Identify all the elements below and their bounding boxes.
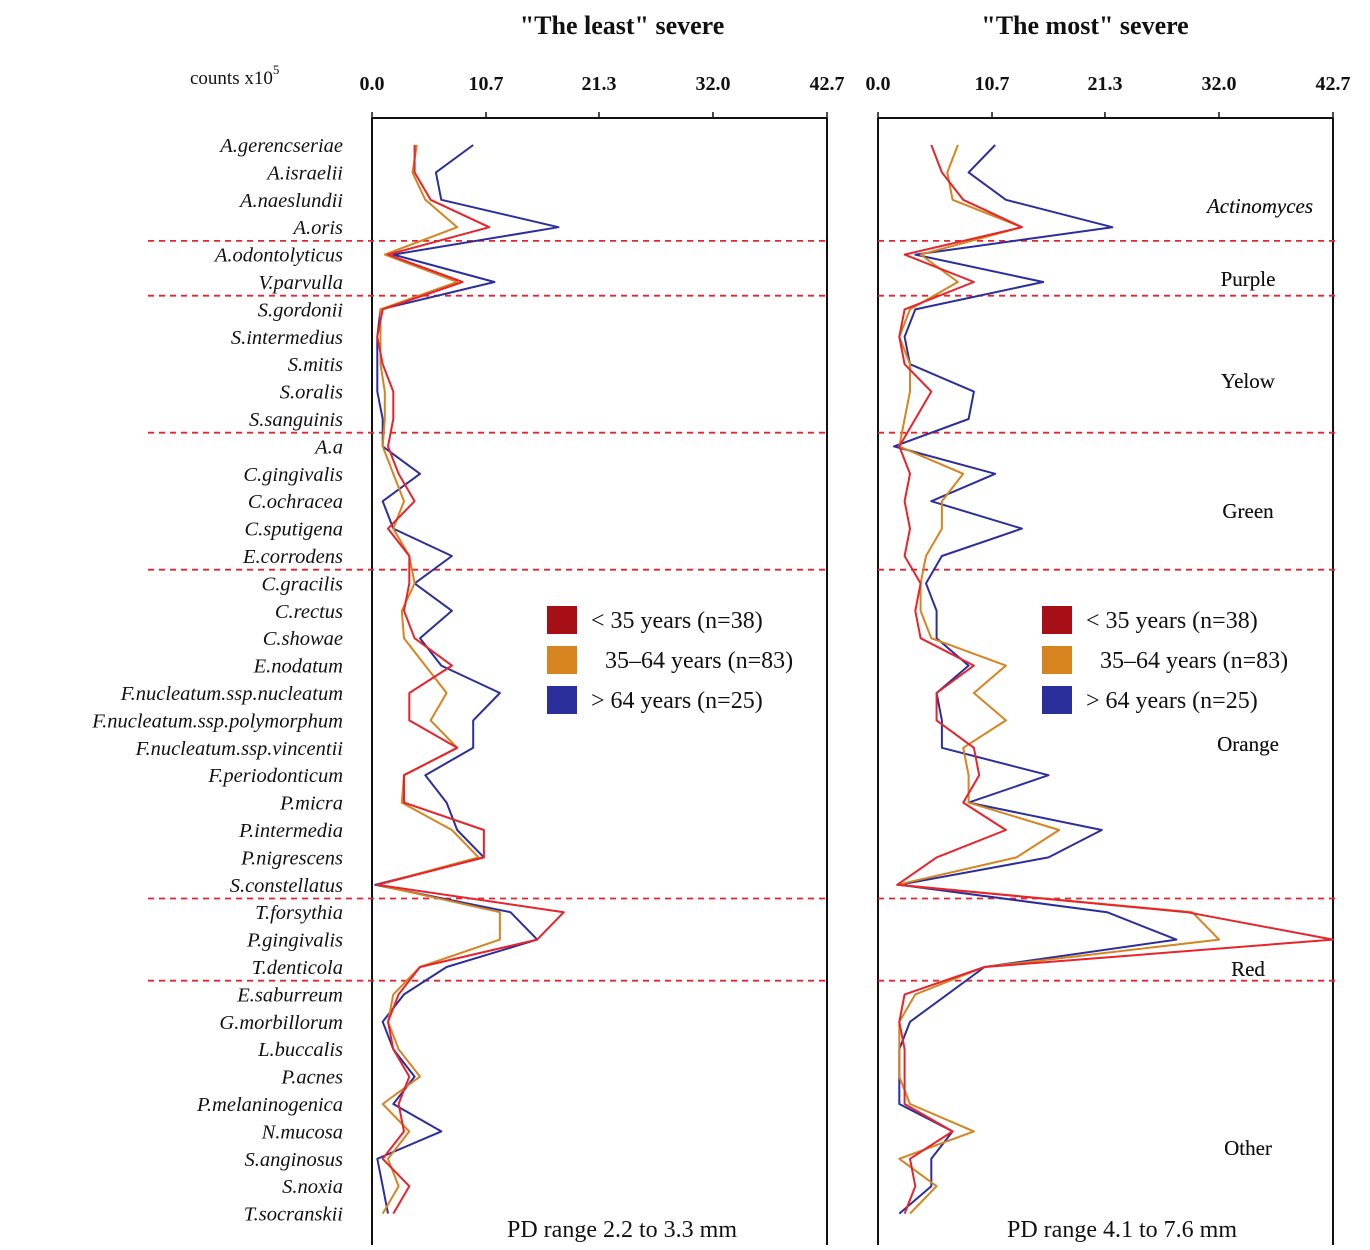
species-label: A.gerencseriae bbox=[218, 135, 343, 157]
x-tick-label: 10.7 bbox=[975, 73, 1010, 95]
species-label: C.gracilis bbox=[262, 573, 343, 595]
species-label: S.mitis bbox=[288, 354, 343, 376]
x-tick-label: 0.0 bbox=[866, 73, 891, 95]
species-label: A.odontolyticus bbox=[213, 245, 343, 267]
species-label: A.naeslundii bbox=[238, 190, 343, 212]
species-label: A.oris bbox=[291, 217, 343, 239]
species-label: A.israelii bbox=[265, 162, 343, 184]
group-label: Orange bbox=[1217, 732, 1279, 756]
series-line-2 bbox=[893, 144, 1178, 1215]
species-label: P.acnes bbox=[280, 1067, 343, 1089]
species-label: T.denticola bbox=[252, 957, 343, 979]
species-label: A.a bbox=[313, 436, 343, 458]
x-tick-label: 21.3 bbox=[581, 73, 616, 95]
species-label: S.anginosus bbox=[244, 1149, 343, 1171]
group-label: Green bbox=[1222, 499, 1274, 523]
species-label: E.nodatum bbox=[253, 656, 343, 678]
pd-range-note: PD range 4.1 to 7.6 mm bbox=[1007, 1217, 1237, 1243]
species-label: E.corrodens bbox=[242, 546, 343, 568]
panel-most-severe: "The most" severe 0.0 10.7 21.3 32.0 42.7 Acti… bbox=[866, 11, 1351, 1245]
species-labels: A.gerencseriae A.israelii A.naeslundii A.or… bbox=[91, 135, 343, 1226]
species-label: C.ochracea bbox=[248, 491, 343, 513]
legend-label: 35–64 years (n=83) bbox=[605, 648, 793, 674]
species-label: F.nucleatum.ssp.nucleatum bbox=[120, 683, 343, 705]
species-label: P.nigrescens bbox=[240, 847, 343, 869]
group-label: Purple bbox=[1221, 267, 1276, 291]
x-tick-label: 42.7 bbox=[1316, 73, 1351, 95]
panels: "The least" severe 0.0 10.7 21.3 32.0 42.7 Act… bbox=[148, 11, 1351, 1245]
species-label: N.mucosa bbox=[261, 1121, 343, 1143]
species-label: C.rectus bbox=[275, 601, 343, 623]
species-label: S.constellatus bbox=[230, 875, 343, 897]
x-tick-label: 10.7 bbox=[469, 73, 504, 95]
legend-label: > 64 years (n=25) bbox=[591, 688, 763, 714]
group-label: Purple bbox=[1221, 267, 1276, 291]
series-line-0 bbox=[896, 144, 1334, 1214]
species-label: C.showae bbox=[263, 628, 343, 650]
legend-swatch bbox=[547, 606, 577, 634]
panel-title: "The least" severe bbox=[520, 11, 725, 40]
legend: < 35 years (n=38) 35–64 years (n=83) > 64 … bbox=[547, 606, 793, 714]
legend: < 35 years (n=38) 35–64 years (n=83) > 64 … bbox=[1042, 606, 1288, 714]
species-label: P.micra bbox=[279, 793, 343, 815]
species-label: S.sanguinis bbox=[249, 409, 343, 431]
species-label: G.morbillorum bbox=[219, 1012, 343, 1034]
x-tick-label: 32.0 bbox=[1201, 73, 1236, 95]
group-label: Red bbox=[1231, 957, 1265, 981]
series-line-0 bbox=[376, 145, 565, 1215]
species-label: P.melaninogenica bbox=[196, 1094, 343, 1116]
x-tick-label: 32.0 bbox=[695, 73, 730, 95]
x-tick-label: 21.3 bbox=[1087, 73, 1122, 95]
legend-label: 35–64 years (n=83) bbox=[1100, 648, 1288, 674]
group-label: Other bbox=[1224, 1136, 1272, 1160]
pd-range-note: PD range 2.2 to 3.3 mm bbox=[507, 1217, 737, 1243]
axis-unit-text: counts x105 bbox=[190, 62, 279, 89]
group-label: Red bbox=[1231, 957, 1265, 981]
group-label: Green bbox=[1222, 499, 1274, 523]
group-label: Yelow bbox=[1221, 369, 1276, 393]
species-label: T.forsythia bbox=[255, 902, 343, 924]
series-line-1 bbox=[896, 144, 1220, 1215]
species-label: C.sputigena bbox=[244, 519, 343, 541]
species-label: E.saburreum bbox=[236, 984, 343, 1006]
species-label: S.noxia bbox=[282, 1176, 343, 1198]
legend-swatch bbox=[1042, 646, 1072, 674]
species-label: S.intermedius bbox=[231, 327, 343, 349]
group-label: Yelow bbox=[1221, 369, 1276, 393]
species-label: S.gordonii bbox=[258, 299, 344, 321]
legend-label: < 35 years (n=38) bbox=[1086, 608, 1258, 634]
group-label: Actinomyces bbox=[1205, 194, 1313, 218]
species-label: P.gingivalis bbox=[246, 930, 343, 952]
group-label: Other bbox=[1224, 1136, 1272, 1160]
panel-title: "The most" severe bbox=[981, 11, 1188, 40]
axis-unit-label: counts x105 bbox=[190, 62, 279, 89]
legend-swatch bbox=[1042, 686, 1072, 714]
legend-swatch bbox=[1042, 606, 1072, 634]
legend-label: > 64 years (n=25) bbox=[1086, 688, 1258, 714]
group-label: Actinomyces bbox=[1205, 194, 1313, 218]
series-line-2 bbox=[374, 144, 560, 1214]
species-label: F.nucleatum.ssp.vincentii bbox=[135, 738, 344, 760]
species-label: S.oralis bbox=[280, 382, 343, 404]
species-label: P.intermedia bbox=[238, 820, 343, 842]
legend-swatch bbox=[547, 646, 577, 674]
group-label: Orange bbox=[1217, 732, 1279, 756]
legend-swatch bbox=[547, 686, 577, 714]
legend-label: < 35 years (n=38) bbox=[591, 608, 763, 634]
species-label: F.periodonticum bbox=[207, 765, 343, 787]
species-label: F.nucleatum.ssp.polymorphum bbox=[91, 710, 343, 732]
panel-least-severe: "The least" severe 0.0 10.7 21.3 32.0 42.7 Act… bbox=[148, 11, 1313, 1245]
x-tick-label: 0.0 bbox=[360, 73, 385, 95]
species-label: V.parvulla bbox=[259, 272, 343, 294]
species-label: L.buccalis bbox=[257, 1039, 343, 1061]
species-label: T.socranskii bbox=[244, 1204, 344, 1226]
legends: < 35 years (n=38) 35–64 years (n=83) > 64 … bbox=[547, 606, 1288, 714]
x-tick-label: 42.7 bbox=[810, 73, 845, 95]
species-label: C.gingivalis bbox=[243, 464, 343, 486]
